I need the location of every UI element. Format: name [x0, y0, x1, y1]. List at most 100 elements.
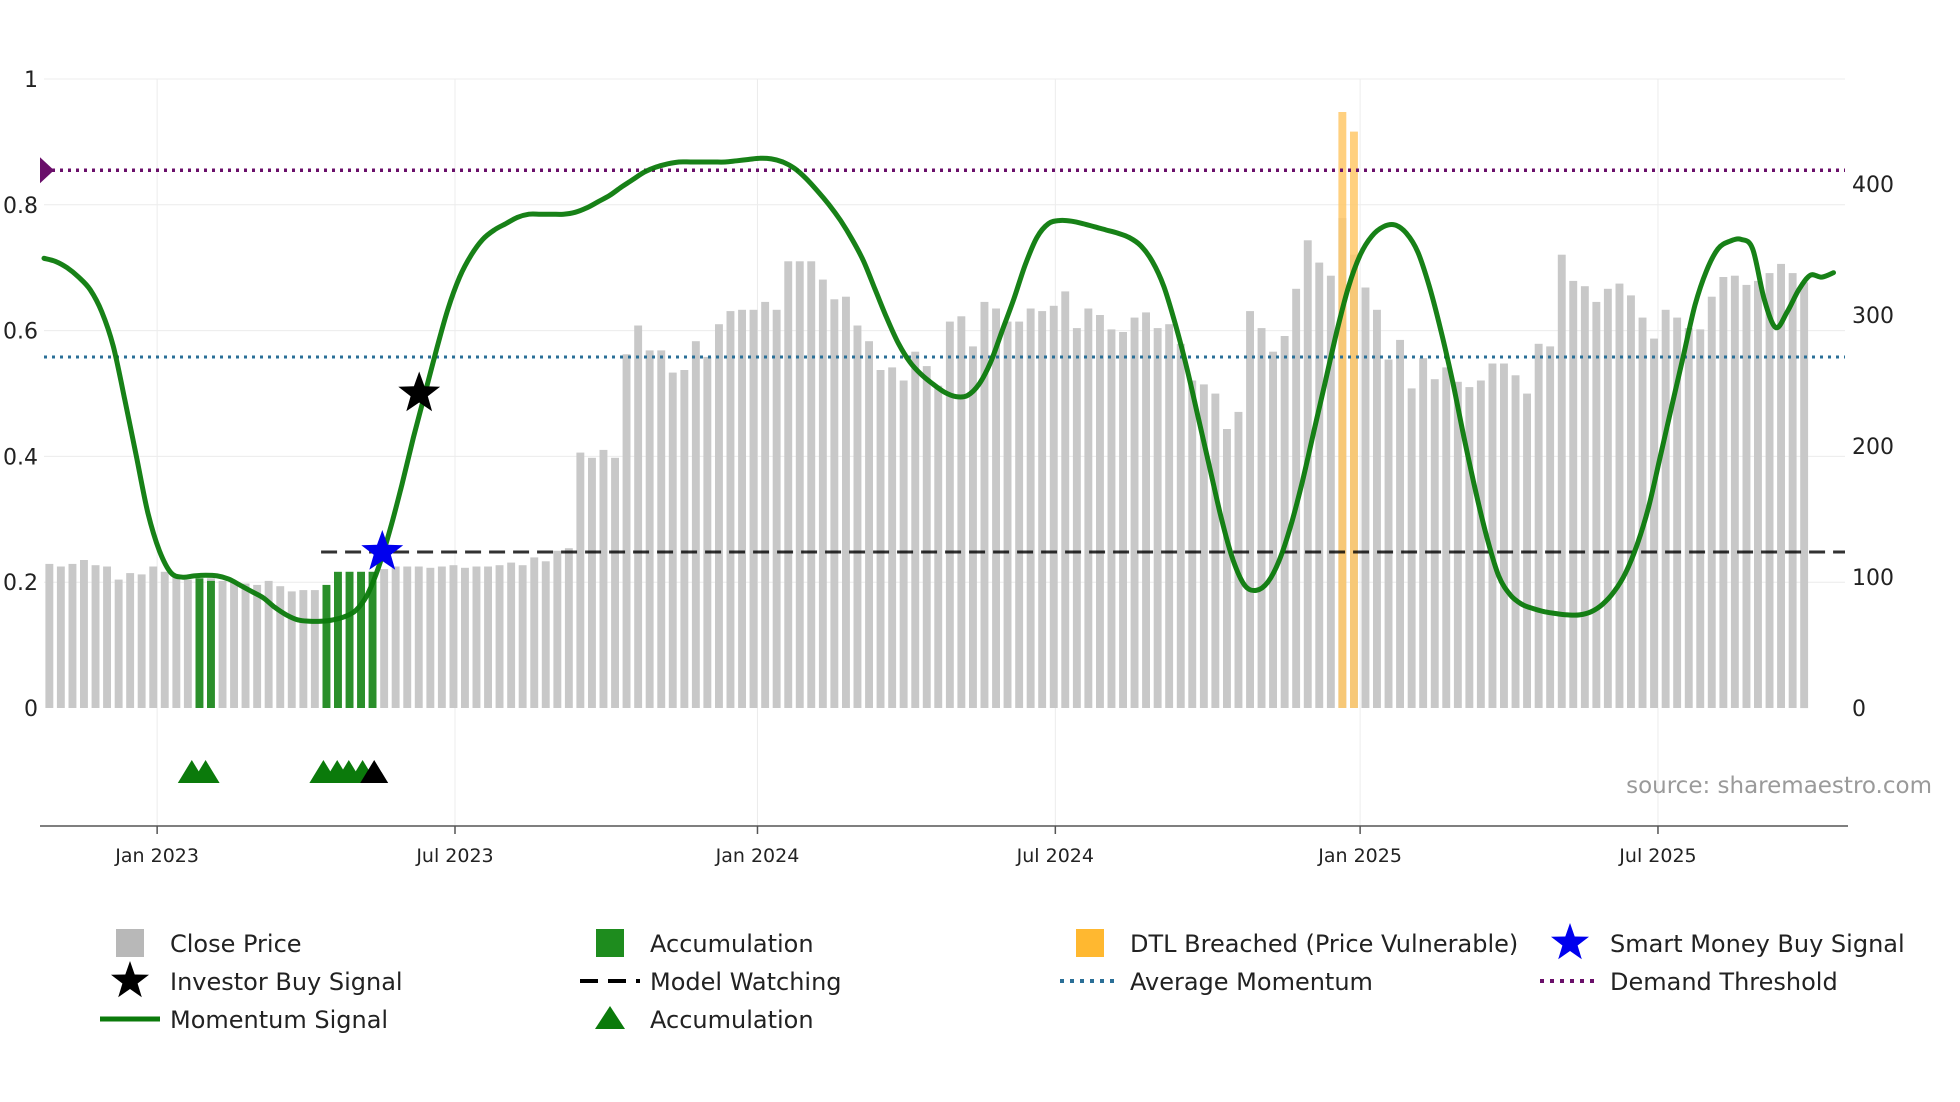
close-price-bar	[818, 279, 827, 708]
close-price-bar	[1361, 287, 1370, 708]
close-price-bar	[172, 577, 181, 708]
right-tick-1: 100	[1852, 566, 1894, 591]
close-price-bar	[576, 452, 585, 708]
close-price-bar	[391, 566, 400, 708]
close-price-bar	[1199, 384, 1208, 708]
legend-swatch	[1076, 929, 1104, 957]
close-price-bar	[945, 321, 954, 708]
legend-label-demand-threshold: Demand Threshold	[1610, 968, 1838, 996]
close-price-bar	[1569, 280, 1578, 708]
legend-label-smart-money: Smart Money Buy Signal	[1610, 930, 1905, 958]
close-price-bar	[772, 309, 781, 708]
close-price-bar	[230, 582, 238, 708]
accumulation-bar	[207, 580, 215, 708]
left-tick-1: 0.2	[3, 571, 38, 596]
accumulation-bar	[345, 571, 354, 708]
close-price-bar	[484, 566, 492, 708]
close-price-bar	[426, 567, 435, 708]
dtl-breached-bar	[1338, 112, 1347, 708]
close-price-bar	[241, 583, 250, 708]
close-price-bar	[1707, 296, 1716, 708]
right-tick-3: 300	[1852, 304, 1894, 329]
close-price-bar	[1650, 338, 1658, 708]
close-price-bar	[1269, 351, 1277, 708]
close-price-bar	[287, 591, 296, 708]
close-price-bar	[1061, 291, 1070, 708]
close-price-bar	[1384, 359, 1393, 708]
close-price-bar	[1661, 309, 1670, 708]
close-price-bar	[103, 566, 111, 708]
right-tick-4: 400	[1852, 173, 1894, 198]
legend-label-accumulation: Accumulation	[650, 930, 814, 958]
close-price-bar	[1015, 321, 1024, 708]
close-price-bar	[80, 560, 88, 708]
close-price-bar	[1373, 309, 1381, 708]
close-price-bar	[1580, 286, 1589, 708]
legend-label-close-price: Close Price	[170, 930, 302, 958]
close-price-bar	[1453, 381, 1462, 708]
close-price-bar	[1119, 332, 1127, 708]
close-price-bar	[657, 350, 666, 708]
close-price-bar	[380, 569, 389, 708]
left-tick-0: 0	[24, 697, 38, 722]
investor-buy-signal-star	[398, 371, 441, 412]
close-price-bar	[1072, 328, 1081, 708]
left-tick-3: 0.6	[3, 320, 38, 345]
accumulation-bar	[195, 578, 204, 708]
close-price-bar	[1534, 343, 1543, 708]
dtl-breached-series	[1338, 112, 1358, 709]
close-price-bar	[1719, 277, 1728, 708]
momentum-signal-line	[41, 155, 1836, 624]
close-price-bar	[1326, 275, 1335, 708]
close-price-bar	[1026, 308, 1035, 708]
close-price-bar	[1615, 283, 1624, 708]
legend-label-average-momentum: Average Momentum	[1130, 968, 1373, 996]
close-price-bar	[1107, 329, 1116, 708]
close-price-bar	[218, 580, 227, 708]
close-price-bar	[1223, 429, 1231, 708]
x-tick-1: Jul 2023	[415, 845, 493, 867]
close-price-bar	[114, 579, 123, 708]
close-price-bar	[888, 367, 897, 708]
close-price-bar	[1754, 280, 1762, 708]
legend-label-accumulation-marker: Accumulation	[650, 1006, 814, 1034]
legend-star-icon	[111, 961, 149, 998]
close-price-bar	[414, 566, 423, 708]
close-price-bar	[1500, 363, 1508, 708]
close-price-bar	[1511, 375, 1520, 708]
left-tick-5: 1	[24, 68, 38, 93]
accumulation-series	[195, 571, 377, 708]
close-price-bar	[472, 566, 481, 708]
close-price-bar	[276, 586, 285, 708]
close-price-bar	[1303, 240, 1312, 709]
legend-label-momentum-signal: Momentum Signal	[170, 1006, 388, 1034]
close-price-bar	[553, 550, 562, 708]
close-price-bar	[980, 301, 989, 708]
accumulation-bar	[357, 571, 365, 708]
close-price-bar	[183, 579, 192, 708]
close-price-bar	[530, 557, 539, 708]
close-price-bar	[922, 366, 931, 708]
legend-star-icon	[1551, 923, 1589, 960]
close-price-bar	[1003, 321, 1012, 708]
close-price-bar	[876, 370, 885, 708]
close-price-bar	[1142, 312, 1150, 708]
close-price-bar	[1257, 328, 1266, 708]
close-price-bar	[1176, 343, 1185, 708]
close-price-bar	[160, 571, 169, 708]
close-price-bar	[1188, 380, 1197, 708]
legend-label-model-watching: Model Watching	[650, 968, 842, 996]
close-price-bar	[865, 341, 873, 708]
x-tick-3: Jul 2024	[1016, 845, 1094, 867]
dtl-breached-bar	[1350, 131, 1358, 709]
close-price-bar	[253, 584, 262, 708]
close-price-bar	[1800, 282, 1809, 709]
close-price-bar	[1546, 346, 1555, 708]
close-price-bar	[449, 565, 458, 708]
smart-money-buy-signal-star	[361, 530, 404, 570]
close-price-bar	[1742, 284, 1751, 708]
close-price-bar	[1476, 380, 1485, 708]
close-price-bar	[1696, 329, 1705, 708]
left-axis: 0 0.2 0.4 0.6 0.8 1	[3, 68, 38, 722]
close-price-bar	[784, 261, 793, 708]
